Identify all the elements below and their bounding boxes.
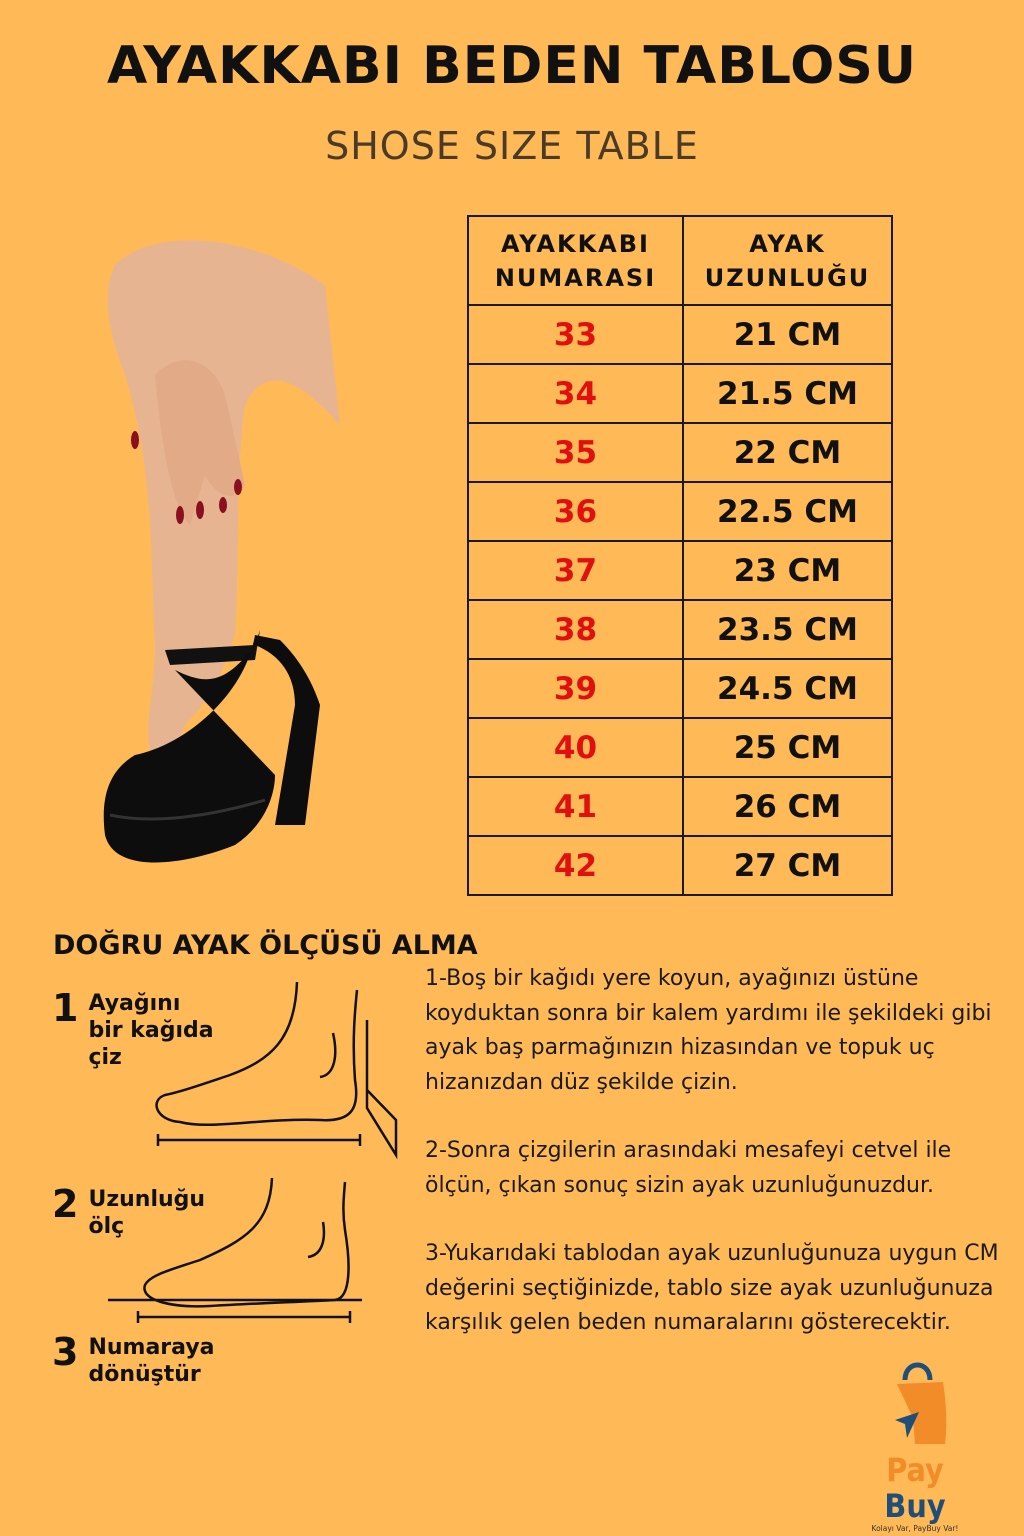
size-table: AYAKKABI NUMARASI AYAK UZUNLUĞU 33 21 CM 34 2… — [467, 215, 893, 896]
shoe-size-cell: 40 — [467, 717, 684, 778]
step-line: bir kağıda — [88, 1018, 214, 1043]
step-2: 2 Uzunluğu ölç — [52, 1184, 205, 1240]
table-row: 37 23 CM — [467, 540, 893, 601]
logo-buy: Buy — [884, 1487, 946, 1525]
shoe-size-cell: 33 — [467, 304, 684, 365]
foot-length-cell: 22.5 CM — [682, 481, 893, 542]
foot-measure-illustration — [108, 981, 398, 1323]
table-row: 41 26 CM — [467, 776, 893, 837]
step-line: ölç — [88, 1214, 125, 1239]
foot-length-cell: 27 CM — [682, 835, 893, 896]
table-row: 42 27 CM — [467, 835, 893, 896]
step-number: 1 — [52, 986, 79, 1030]
table-row: 36 22.5 CM — [467, 481, 893, 542]
logo-tagline: Kolayı Var, PayBuy Var! — [871, 1524, 959, 1533]
step-line: Numaraya — [88, 1335, 215, 1360]
shopping-bag-icon — [895, 1362, 947, 1444]
step-line: dönüştür — [88, 1362, 201, 1387]
step-number: 3 — [52, 1330, 79, 1374]
step-line: Ayağını — [88, 991, 181, 1016]
table-header-row: AYAKKABI NUMARASI AYAK UZUNLUĞU — [467, 215, 893, 306]
foot-length-cell: 21.5 CM — [682, 363, 893, 424]
foot-length-cell: 23 CM — [682, 540, 893, 601]
foot-length-cell: 24.5 CM — [682, 658, 893, 719]
header-line: AYAKKABI — [501, 229, 650, 258]
shoe-size-cell: 36 — [467, 481, 684, 542]
header-shoe-size: AYAKKABI NUMARASI — [467, 215, 684, 306]
logo-pay: Pay — [886, 1451, 944, 1489]
leg-shoe-image — [103, 240, 340, 863]
step-number: 2 — [52, 1182, 79, 1226]
table-row: 39 24.5 CM — [467, 658, 893, 719]
foot-length-cell: 22 CM — [682, 422, 893, 483]
shoe-size-cell: 42 — [467, 835, 684, 896]
step-1: 1 Ayağını bir kağıda çiz — [52, 988, 214, 1071]
table-row: 33 21 CM — [467, 304, 893, 365]
step-line: Uzunluğu — [88, 1187, 206, 1212]
foot-length-cell: 25 CM — [682, 717, 893, 778]
header-line: UZUNLUĞU — [704, 263, 871, 292]
instruction-2: 2-Sonra çizgilerin arasındaki mesafeyi c… — [425, 1138, 952, 1198]
instructions: 1-Boş bir kağıdı yere koyun, ayağınızı ü… — [425, 962, 1015, 1375]
instruction-3: 3-Yukarıdaki tablodan ayak uzunluğunuza … — [425, 1241, 999, 1335]
howto-title: DOĞRU AYAK ÖLÇÜSÜ ALMA — [53, 930, 478, 961]
shoe-size-cell: 39 — [467, 658, 684, 719]
table-row: 38 23.5 CM — [467, 599, 893, 660]
header-line: NUMARASI — [494, 263, 657, 292]
header-foot-length: AYAK UZUNLUĞU — [682, 215, 893, 306]
foot-length-cell: 23.5 CM — [682, 599, 893, 660]
shoe-size-cell: 38 — [467, 599, 684, 660]
step-3: 3 Numaraya dönüştür — [52, 1332, 215, 1388]
page-title: AYAKKABI BEDEN TABLOSU — [106, 36, 918, 96]
shoe-size-cell: 34 — [467, 363, 684, 424]
table-row: 35 22 CM — [467, 422, 893, 483]
step-line: çiz — [88, 1045, 122, 1070]
foot-length-cell: 21 CM — [682, 304, 893, 365]
paybuy-logo: Pay Buy Kolayı Var, PayBuy Var! — [855, 1358, 975, 1533]
shoe-size-cell: 41 — [467, 776, 684, 837]
shoe-size-cell: 35 — [467, 422, 684, 483]
table-row: 34 21.5 CM — [467, 363, 893, 424]
header-line: AYAK — [749, 229, 826, 258]
instruction-1: 1-Boş bir kağıdı yere koyun, ayağınızı ü… — [425, 966, 992, 1095]
foot-length-cell: 26 CM — [682, 776, 893, 837]
table-row: 40 25 CM — [467, 717, 893, 778]
shoe-size-cell: 37 — [467, 540, 684, 601]
page-subtitle: SHOSE SIZE TABLE — [325, 124, 699, 168]
logo-wordmark: Pay Buy — [855, 1452, 975, 1524]
